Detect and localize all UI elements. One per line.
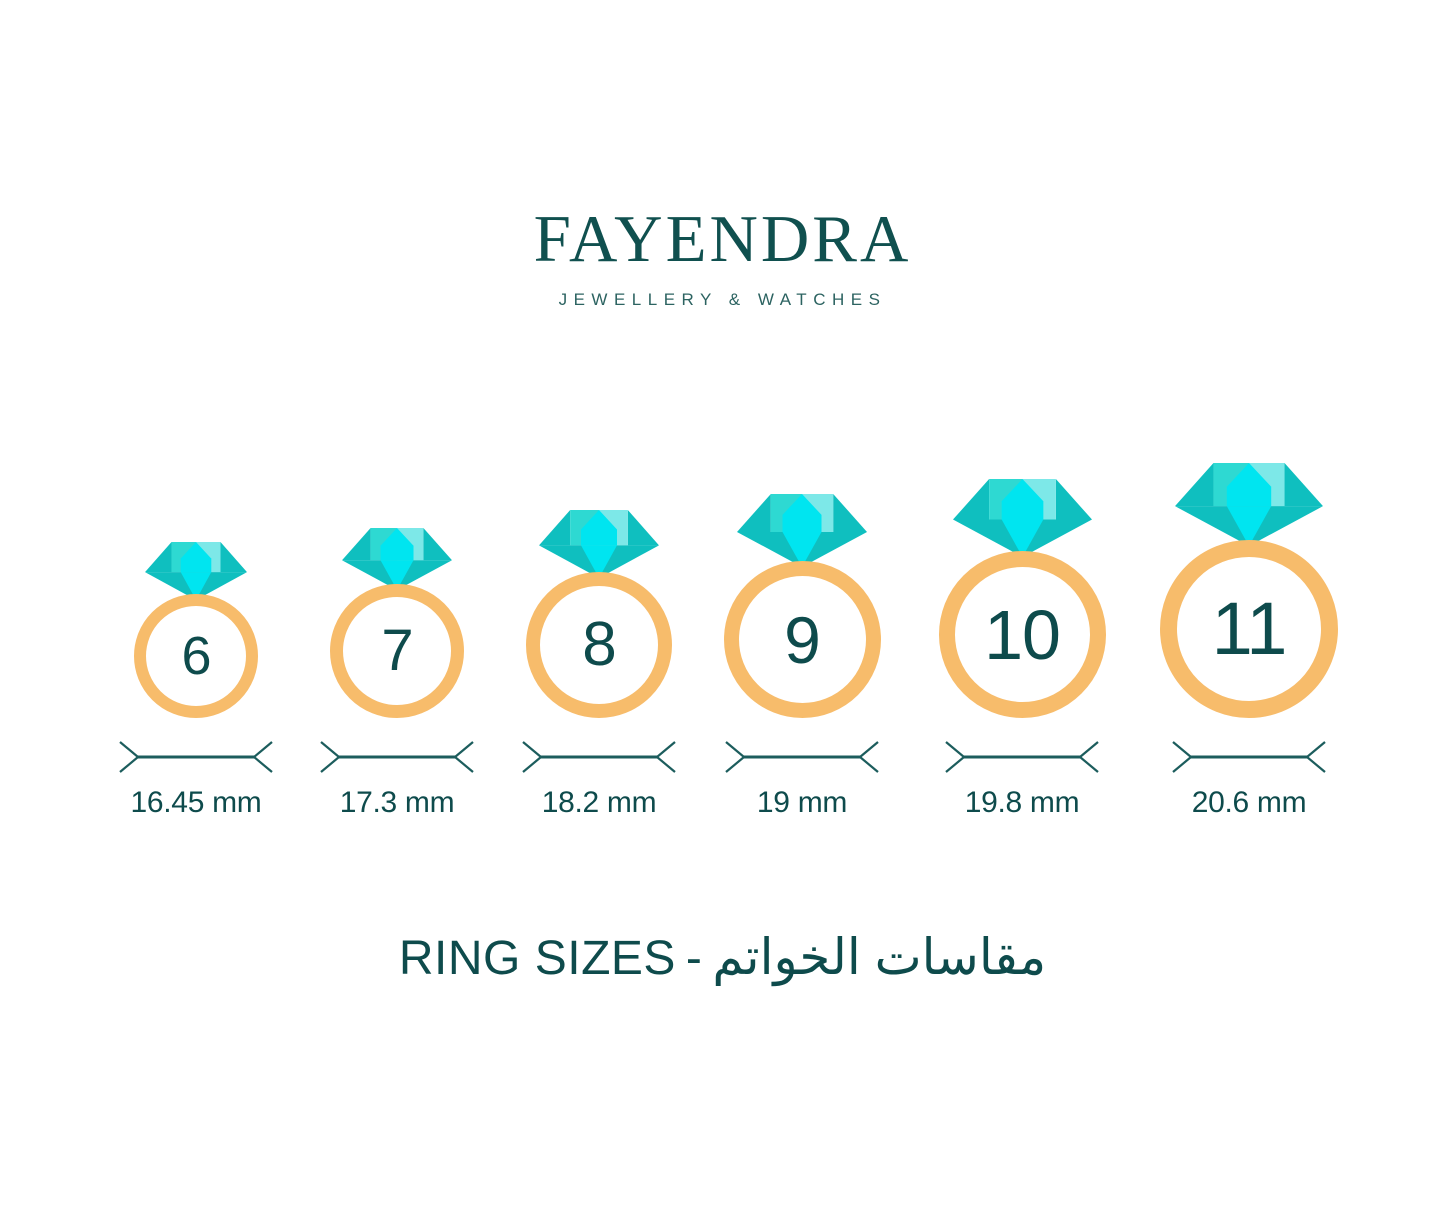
brand-tagline: JEWELLERY & WATCHES <box>558 290 887 309</box>
gem-icon <box>737 494 867 567</box>
ring-diameter-label: 19 mm <box>756 786 848 819</box>
ring-size-item[interactable]: 9 19 mm <box>692 494 912 820</box>
ring-diameter-label: 19.8 mm <box>964 786 1080 819</box>
ring-size-item[interactable]: 8 18.2 mm <box>489 510 709 820</box>
ring-size-number: 6 <box>181 626 211 686</box>
ring-diameter-label: 20.6 mm <box>1191 786 1307 819</box>
brand-name: FAYENDRA <box>533 202 912 276</box>
dimension-arrow-icon <box>119 741 273 773</box>
ring-band: 7 <box>330 584 464 718</box>
ring-size-row: 6 16.45 mm 7 17.3 mm 8 18.2 mm 9 19 mm 10 19.8 mm… <box>0 440 1445 820</box>
ring-size-item[interactable]: 10 19.8 mm <box>912 479 1132 820</box>
ring-band: 10 <box>938 551 1106 718</box>
gem-icon <box>145 542 247 600</box>
gem-icon <box>952 479 1092 557</box>
ring-diameter-label: 17.3 mm <box>339 786 455 819</box>
ring-diameter-label: 16.45 mm <box>130 786 262 819</box>
ring-size-item[interactable]: 7 17.3 mm <box>287 528 507 820</box>
ring-band: 11 <box>1160 540 1338 718</box>
diamond-ring-icon: 11 <box>1160 463 1338 718</box>
diamond-ring-icon: 6 <box>134 542 258 718</box>
dimension-arrow-icon <box>320 741 474 773</box>
caption-separator: - <box>685 932 703 985</box>
dimension-arrow-icon <box>725 741 879 773</box>
dimension-arrow-icon <box>945 741 1099 773</box>
caption-arabic: مقاسات الخواتم <box>712 929 1047 985</box>
gem-icon <box>1175 463 1323 546</box>
ring-size-item[interactable]: 6 16.45 mm <box>86 542 306 820</box>
dimension-arrow-icon <box>1172 741 1326 773</box>
diamond-ring-icon: 10 <box>938 479 1106 718</box>
diamond-ring-icon: 7 <box>330 528 464 718</box>
gem-icon <box>342 528 452 590</box>
ring-size-number: 7 <box>381 618 413 683</box>
ring-size-number: 9 <box>784 602 821 677</box>
ring-size-item[interactable]: 11 20.6 mm <box>1139 463 1359 820</box>
ring-band: 8 <box>526 572 672 718</box>
ring-size-number: 11 <box>1211 587 1288 670</box>
ring-diameter-label: 18.2 mm <box>541 786 657 819</box>
brand-logo: FAYENDRA JEWELLERY & WATCHES <box>0 206 1445 310</box>
ring-size-number: 8 <box>582 610 616 679</box>
ring-band: 6 <box>134 594 258 718</box>
ring-band: 9 <box>723 561 881 718</box>
diamond-ring-icon: 9 <box>723 494 881 718</box>
diamond-ring-icon: 8 <box>526 510 672 718</box>
ring-size-number: 10 <box>984 595 1061 674</box>
chart-caption: RING SIZES - مقاسات الخواتم <box>0 928 1445 986</box>
dimension-arrow-icon <box>522 741 676 773</box>
gem-icon <box>539 510 659 578</box>
caption-english: RING SIZES <box>398 932 676 985</box>
